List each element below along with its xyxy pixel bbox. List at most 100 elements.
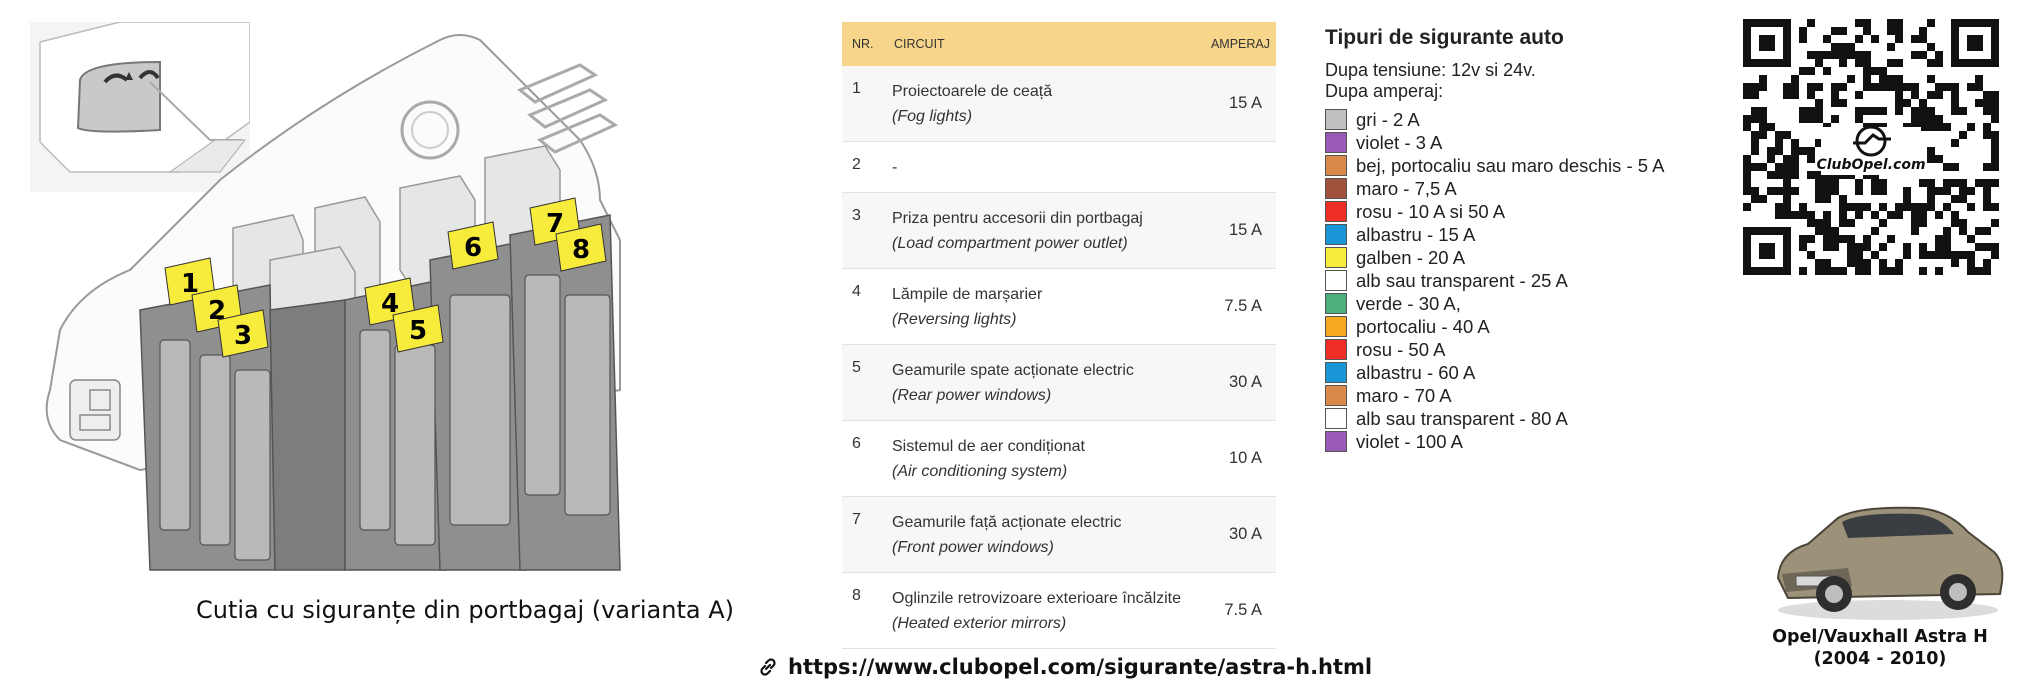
qr-module xyxy=(1935,115,1943,123)
qr-module xyxy=(1783,203,1791,211)
qr-module xyxy=(1895,83,1903,91)
row-amp: 10 A xyxy=(1191,420,1276,497)
qr-module xyxy=(1895,203,1903,211)
fuse-6-label: 6 xyxy=(447,221,499,270)
source-link[interactable]: https://www.clubopel.com/sigurante/astra… xyxy=(756,655,1372,679)
qr-module xyxy=(1831,91,1839,99)
qr-module xyxy=(1791,211,1799,219)
qr-module xyxy=(1767,171,1775,179)
legend-item: maro - 7,5 A xyxy=(1325,177,1745,200)
qr-module xyxy=(1951,219,1959,227)
qr-module xyxy=(1759,107,1767,115)
car-years: (2004 - 2010) xyxy=(1813,649,1947,669)
row-amp xyxy=(1191,141,1276,193)
qr-module xyxy=(1783,155,1791,163)
qr-module xyxy=(1839,83,1847,91)
qr-module xyxy=(1951,99,1959,107)
table-row: 5 Geamurile spate acționate electric (Rea… xyxy=(842,344,1276,421)
qr-module xyxy=(1863,235,1871,243)
qr-module xyxy=(1911,115,1919,123)
qr-module xyxy=(1991,99,1999,107)
qr-module xyxy=(1879,267,1887,275)
qr-module xyxy=(1775,139,1783,147)
row-circuit: Lămpile de marșarier (Reversing lights) xyxy=(884,268,1191,345)
source-url[interactable]: https://www.clubopel.com/sigurante/astra… xyxy=(788,655,1373,679)
qr-module xyxy=(1887,83,1895,91)
qr-module xyxy=(1791,171,1799,179)
table-row: 1 Proiectoarele de ceață (Fog lights) 15 … xyxy=(842,66,1276,142)
qr-module xyxy=(1855,115,1863,123)
qr-module xyxy=(1759,83,1767,91)
qr-module xyxy=(1903,83,1911,91)
legend-item: verde - 30 A, xyxy=(1325,292,1745,315)
qr-module xyxy=(1823,243,1831,251)
qr-module xyxy=(1759,163,1767,171)
qr-module xyxy=(1911,203,1919,211)
qr-module xyxy=(1807,19,1815,27)
legend-item-label: galben - 20 A xyxy=(1356,246,1466,268)
legend-item-label: albastru - 15 A xyxy=(1356,223,1476,245)
row-circuit: Proiectoarele de ceață (Fog lights) xyxy=(884,66,1191,142)
qr-module xyxy=(1831,51,1839,59)
header-circuit: CIRCUIT xyxy=(884,22,1191,66)
color-swatch xyxy=(1325,109,1347,130)
qr-module xyxy=(1879,187,1887,195)
qr-module xyxy=(1983,91,1991,99)
qr-module xyxy=(1967,267,1975,275)
color-swatch xyxy=(1325,316,1347,337)
table-row: 8 Oglinzile retrovizoare exterioare încă… xyxy=(842,572,1276,649)
qr-module xyxy=(1919,107,1927,115)
qr-module xyxy=(1943,203,1951,211)
qr-module xyxy=(1895,35,1903,43)
qr-module xyxy=(1775,187,1783,195)
qr-module xyxy=(1823,259,1831,267)
legend-title: Tipuri de sigurante auto xyxy=(1325,26,1564,49)
qr-module xyxy=(1959,107,1967,115)
circuit-en: (Load compartment power outlet) xyxy=(892,235,1128,252)
row-circuit: Priza pentru accesorii din portbagaj (Loa… xyxy=(884,192,1191,269)
trunk-panel-inset-image xyxy=(30,22,250,192)
color-swatch xyxy=(1325,408,1347,429)
row-nr: 6 xyxy=(842,420,884,497)
table-row: 6 Sistemul de aer condiționat (Air condit… xyxy=(842,420,1276,497)
qr-module xyxy=(1927,187,1935,195)
qr-module xyxy=(1807,51,1815,59)
circuit-ro: - xyxy=(892,159,898,176)
qr-module xyxy=(1927,43,1935,51)
legend-item-label: portocaliu - 40 A xyxy=(1356,315,1490,337)
qr-module xyxy=(1839,195,1847,203)
qr-module xyxy=(1935,251,1943,259)
qr-module xyxy=(1919,35,1927,43)
svg-text:5: 5 xyxy=(409,316,427,346)
qr-module xyxy=(1823,35,1831,43)
qr-module xyxy=(1775,131,1783,139)
qr-module xyxy=(1959,187,1967,195)
qr-module xyxy=(1815,227,1823,235)
qr-module xyxy=(1943,243,1951,251)
qr-module xyxy=(1807,147,1815,155)
qr-module xyxy=(1775,171,1783,179)
qr-module xyxy=(1887,75,1895,83)
qr-code[interactable]: ClubOpel.com xyxy=(1743,19,1999,275)
legend-item-label: bej, portocaliu sau maro deschis - 5 A xyxy=(1356,154,1665,176)
qr-module xyxy=(1991,179,1999,187)
qr-module xyxy=(1983,107,1991,115)
qr-module xyxy=(1807,219,1815,227)
row-circuit: Geamurile spate acționate electric (Rear … xyxy=(884,344,1191,421)
color-swatch xyxy=(1325,201,1347,222)
qr-module xyxy=(1799,115,1807,123)
qr-module xyxy=(1919,27,1927,35)
qr-module xyxy=(1855,267,1863,275)
qr-module xyxy=(1855,19,1863,27)
qr-module xyxy=(1807,235,1815,243)
qr-module xyxy=(1959,251,1967,259)
qr-module xyxy=(1823,211,1831,219)
row-circuit: - xyxy=(884,141,1191,193)
qr-module xyxy=(1919,211,1927,219)
qr-module xyxy=(1807,67,1815,75)
qr-module xyxy=(1975,99,1983,107)
row-circuit: Oglinzile retrovizoare exterioare încălz… xyxy=(884,572,1191,649)
qr-module xyxy=(1983,99,1991,107)
circuit-en: (Front power windows) xyxy=(892,539,1054,556)
qr-module xyxy=(1783,211,1791,219)
